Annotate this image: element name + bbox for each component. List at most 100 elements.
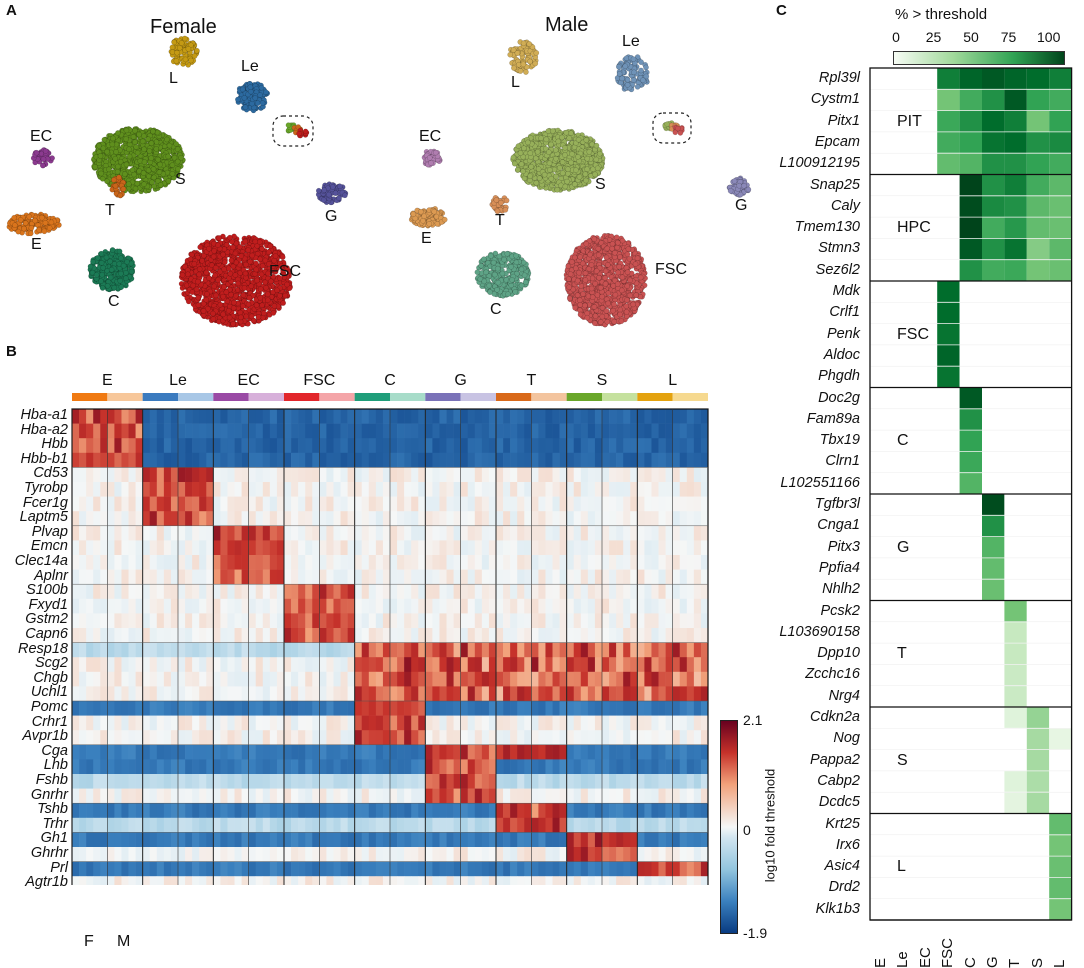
scale-tick-100: 100 (1037, 29, 1055, 45)
pct-gene-label-dpp10: Dpp10 (740, 646, 860, 661)
pct-gene-label-crlf1: Crlf1 (740, 305, 860, 320)
pct-gene-label-epcam: Epcam (740, 135, 860, 150)
female-label-le: Le (241, 58, 259, 76)
cluster-ec (422, 149, 443, 168)
sex-label-m: M (117, 933, 130, 951)
heatmap-cluster-header (72, 393, 708, 401)
cluster-bar-fsc-f (284, 393, 319, 401)
pct-column-label-le: Le (894, 924, 911, 968)
pct-gene-label-l102551166: L102551166 (740, 476, 860, 491)
pct-column-label-g: G (984, 924, 1001, 968)
pct-gene-label-nrg4: Nrg4 (740, 689, 860, 704)
heatmap-cluster-label-c: C (355, 372, 426, 390)
female-label-c: C (108, 293, 120, 311)
pct-gene-label-l100912195: L100912195 (740, 156, 860, 171)
heatmap-gene-label-s100b: S100b (4, 583, 68, 598)
pct-column-label-l: L (1051, 924, 1068, 968)
heatmap-cluster-label-t: T (496, 372, 567, 390)
cluster-e (409, 206, 447, 228)
heatmap-gene-label-laptm5: Laptm5 (4, 510, 68, 525)
cluster-s (511, 128, 606, 192)
male-label-ec: EC (419, 128, 441, 146)
cluster-bar-s-m (602, 393, 637, 401)
pct-gene-label-nhlh2: Nhlh2 (740, 582, 860, 597)
pct-threshold-title: % > threshold (895, 6, 987, 23)
heatmap-gene-label-agtr1b: Agtr1b (4, 875, 68, 890)
male-label-t: T (495, 212, 505, 230)
heatmap-gene-label-ghrhr: Ghrhr (4, 846, 68, 861)
heatmap-cluster-label-le: Le (143, 372, 214, 390)
female-label-t: T (105, 202, 115, 220)
pct-gene-label-asic4: Asic4 (740, 859, 860, 874)
female-label-s: S (175, 171, 186, 189)
pct-gene-label-zcchc16: Zcchc16 (740, 667, 860, 682)
pct-group-label-pit: PIT (897, 113, 922, 131)
pct-row-phgdh (870, 366, 1072, 387)
scale-tick-25: 25 (925, 29, 943, 45)
pct-gene-label-aldoc: Aldoc (740, 348, 860, 363)
pct-column-label-fsc: FSC (939, 924, 956, 968)
pct-row-zcchc16 (870, 664, 1072, 685)
pct-row-sez6l2 (870, 260, 1072, 281)
pct-row-aldoc (870, 345, 1072, 366)
cluster-bar-le-m (178, 393, 213, 401)
scale-tick-0: 0 (887, 29, 905, 45)
pct-gene-label-pcsk2: Pcsk2 (740, 604, 860, 619)
pct-gene-label-pitx3: Pitx3 (740, 540, 860, 555)
heatmap-cluster-label-e: E (72, 372, 143, 390)
pct-gene-label-tmem130: Tmem130 (740, 220, 860, 235)
heatmap-gene-label-clec14a: Clec14a (4, 554, 68, 569)
pct-row-rpl39l (870, 68, 1072, 89)
female-label-e: E (31, 236, 42, 254)
pct-row-cnga1 (870, 515, 1072, 536)
pct-row-nhlh2 (870, 579, 1072, 600)
cluster-bar-e-f (72, 393, 107, 401)
cluster-ec (31, 148, 55, 169)
pct-gene-label-krt25: Krt25 (740, 817, 860, 832)
pct-row-mdk (870, 281, 1072, 302)
panel-b-letter: B (6, 343, 17, 360)
pct-row-dcdc5 (870, 792, 1072, 813)
pct-row-nrg4 (870, 686, 1072, 707)
pct-column-label-t: T (1006, 924, 1023, 968)
male-label-fsc: FSC (655, 261, 687, 279)
pct-gene-label-cabp2: Cabp2 (740, 774, 860, 789)
sex-label-f: F (84, 933, 94, 951)
pct-column-label-s: S (1029, 924, 1046, 968)
pct-group-label-t: T (897, 645, 907, 663)
pct-column-label-e: E (872, 924, 889, 968)
male-label-c: C (490, 301, 502, 319)
pct-row-ppfia4 (870, 558, 1072, 579)
male-label-l: L (511, 74, 520, 92)
tsne-plots (0, 10, 770, 340)
female-label-g: G (325, 208, 337, 226)
male-label-s: S (595, 176, 606, 194)
cluster-bar-le-f (143, 393, 178, 401)
heatmap-gene-label-hbb: Hbb (4, 437, 68, 452)
pct-gene-label-drd2: Drd2 (740, 880, 860, 895)
heatmap-cluster-label-fsc: FSC (284, 372, 355, 390)
pct-row-pcsk2 (870, 601, 1072, 622)
pct-row-fam89a (870, 409, 1072, 430)
pct-gene-label-doc2g: Doc2g (740, 391, 860, 406)
pct-gene-label-penk: Penk (740, 327, 860, 342)
pct-gene-label-sez6l2: Sez6l2 (740, 263, 860, 278)
pct-group-label-l: L (897, 858, 906, 876)
female-label-ec: EC (30, 128, 52, 146)
male-label-le: Le (622, 33, 640, 51)
cluster-g (316, 182, 348, 205)
heatmap-gene-label-capn6: Capn6 (4, 627, 68, 642)
pct-row-cystm1 (870, 89, 1072, 110)
panel-c-letter: C (776, 2, 787, 19)
cluster-c (475, 251, 531, 299)
pct-row-drd2 (870, 877, 1072, 898)
pct-row-clrn1 (870, 451, 1072, 472)
cluster-le (615, 55, 650, 93)
pct-column-label-c: C (962, 924, 979, 968)
cluster-l (508, 39, 539, 74)
pct-heatmap (860, 62, 1080, 922)
pct-row-nog (870, 728, 1072, 749)
tsne-male (409, 39, 751, 327)
cluster-le (235, 81, 270, 113)
heatmap-cluster-label-s: S (567, 372, 638, 390)
